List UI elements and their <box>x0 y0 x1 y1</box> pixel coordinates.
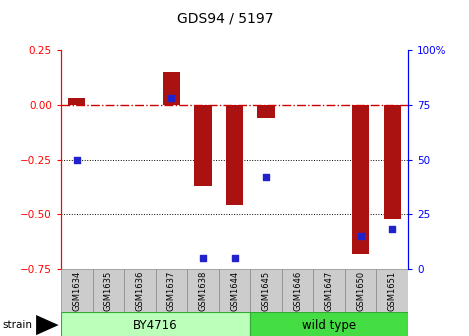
Bar <box>257 105 275 118</box>
Point <box>231 255 238 261</box>
Bar <box>345 269 377 312</box>
Bar <box>219 269 250 312</box>
Text: strain: strain <box>2 320 32 330</box>
Text: GSM1637: GSM1637 <box>167 270 176 311</box>
Point <box>357 233 364 239</box>
Bar <box>282 269 313 312</box>
Bar <box>156 269 187 312</box>
Text: GSM1644: GSM1644 <box>230 270 239 311</box>
Text: wild type: wild type <box>302 319 356 332</box>
Bar <box>194 105 212 186</box>
Bar <box>61 312 250 336</box>
Bar <box>250 269 282 312</box>
Text: GSM1647: GSM1647 <box>325 270 333 311</box>
Point <box>167 96 175 101</box>
Bar <box>352 105 370 253</box>
Point <box>388 227 396 232</box>
Bar <box>68 98 85 105</box>
Bar <box>187 269 219 312</box>
Text: GSM1636: GSM1636 <box>136 270 144 311</box>
Text: GDS94 / 5197: GDS94 / 5197 <box>177 12 273 26</box>
Text: GSM1645: GSM1645 <box>262 270 271 311</box>
Bar <box>163 72 180 105</box>
Text: GSM1634: GSM1634 <box>72 270 81 311</box>
Bar <box>377 269 408 312</box>
Text: GSM1635: GSM1635 <box>104 270 113 311</box>
Bar <box>124 269 156 312</box>
Bar <box>313 269 345 312</box>
Bar <box>384 105 401 219</box>
Bar <box>226 105 243 206</box>
Point <box>262 174 270 180</box>
Bar <box>61 269 92 312</box>
Text: GSM1638: GSM1638 <box>198 270 207 311</box>
Polygon shape <box>36 315 59 335</box>
Text: GSM1646: GSM1646 <box>293 270 302 311</box>
Bar <box>250 312 408 336</box>
Point <box>199 255 207 261</box>
Text: GSM1650: GSM1650 <box>356 270 365 311</box>
Point <box>73 157 81 162</box>
Text: GSM1651: GSM1651 <box>388 270 397 311</box>
Bar <box>92 269 124 312</box>
Text: BY4716: BY4716 <box>133 319 178 332</box>
